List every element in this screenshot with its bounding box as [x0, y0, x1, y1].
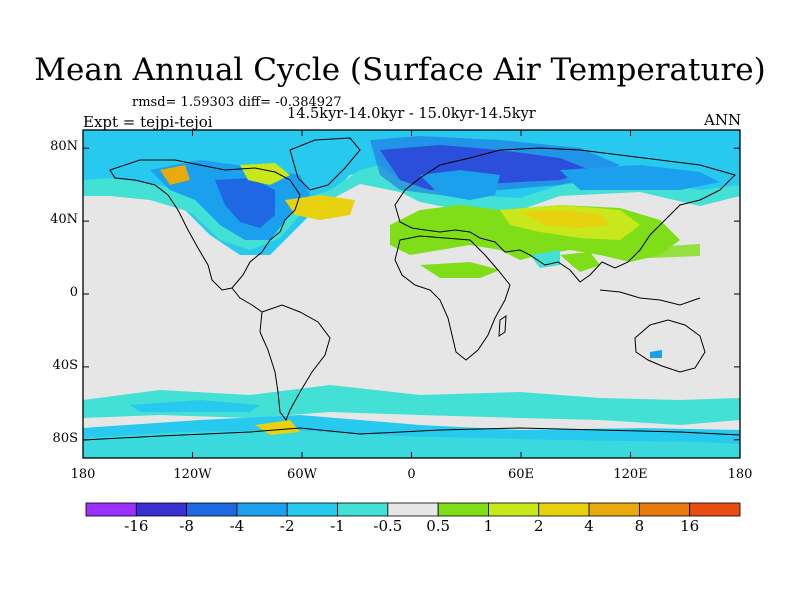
colorbar-swatch-2 — [186, 502, 238, 517]
colorbar-label-11: 16 — [680, 517, 700, 535]
axis-ticks — [82, 130, 741, 458]
coastline-australia — [634, 319, 706, 373]
sahara-green — [420, 262, 500, 278]
lon-label-3: 0 — [407, 467, 416, 482]
coastline-south-america — [259, 304, 331, 422]
colorbar-swatch-4 — [286, 502, 338, 517]
lon-label-6: 180 — [727, 467, 753, 482]
europe-blue — [420, 170, 500, 200]
colorbar-label-3: -2 — [279, 517, 295, 535]
colorbar-label-5: -0.5 — [373, 517, 403, 535]
lon-label-5: 120E — [613, 467, 648, 482]
colorbar-label-4: -1 — [330, 517, 345, 535]
colorbar-swatch-9 — [538, 502, 590, 517]
colorbar-swatch-8 — [488, 502, 540, 517]
colorbar-swatch-5 — [337, 502, 389, 517]
coastline-central-america — [231, 287, 263, 313]
colorbar-label-7: 1 — [483, 517, 494, 535]
antarctic-teal — [83, 430, 740, 458]
arctic-teal-patches — [83, 165, 740, 250]
lat-label-1: 40N — [50, 212, 78, 228]
colorbar-swatch-1 — [135, 502, 188, 517]
lon-label-4: 60E — [507, 467, 535, 482]
colorbar — [85, 502, 741, 517]
experiment-label: Expt = tejpi-tejoi — [83, 113, 213, 131]
antarctic-yellow — [255, 420, 300, 435]
map-title: Mean Annual Cycle (Surface Air Temperatu… — [34, 52, 766, 88]
central-asia-orange — [520, 210, 610, 228]
coastline-eurasia — [394, 147, 736, 283]
colorbar-swatch-7 — [437, 502, 489, 517]
colorbar-label-0: -16 — [124, 517, 149, 535]
pacific-green — [640, 244, 700, 258]
lat-label-4: 80S — [52, 430, 78, 446]
stats-text: rmsd= 1.59303 diff= -0.384927 — [132, 95, 342, 110]
colorbar-label-10: 8 — [634, 517, 645, 535]
colorbar-swatch-6 — [387, 502, 439, 517]
colorbar-label-8: 2 — [533, 517, 544, 535]
greenland-yellow — [285, 195, 355, 220]
coastline-north-america — [109, 159, 301, 291]
coastline-madagascar — [498, 315, 507, 337]
colorbar-label-1: -8 — [179, 517, 194, 535]
lon-label-1: 120W — [173, 467, 212, 482]
lon-label-2: 60W — [287, 467, 317, 482]
lon-label-0: 180 — [70, 467, 96, 482]
southern-ocean-teal — [83, 385, 740, 425]
lat-label-2: 0 — [69, 285, 78, 300]
coastline-antarctica — [83, 427, 740, 441]
lat-label-0: 80N — [50, 139, 78, 155]
colorbar-label-6: 0.5 — [426, 517, 451, 535]
coastline-indonesia — [599, 289, 701, 306]
india-green — [560, 252, 600, 272]
anomaly-field — [83, 130, 740, 458]
subtitle: 14.5kyr-14.0kyr - 15.0kyr-14.5kyr — [287, 106, 536, 122]
asia-blue-band — [560, 165, 720, 190]
australia-blue — [650, 350, 662, 358]
lat-label-3: 40S — [52, 357, 78, 373]
colorbar-swatch-12 — [689, 502, 741, 517]
hudson-deep-blue — [215, 178, 275, 228]
colorbar-label-9: 4 — [584, 517, 594, 535]
colorbar-swatch-0 — [85, 502, 137, 517]
coastline-africa — [394, 235, 511, 361]
colorbar-swatch-3 — [236, 502, 288, 517]
season-label: ANN — [704, 111, 742, 129]
alaska-orange — [160, 165, 190, 185]
southern-ocean-cyan — [130, 400, 260, 412]
coastlines — [83, 137, 740, 441]
colorbar-swatch-11 — [638, 502, 691, 517]
coastline-greenland — [289, 137, 361, 191]
colorbar-label-2: -4 — [229, 517, 245, 535]
colorbar-swatch-10 — [588, 502, 640, 517]
